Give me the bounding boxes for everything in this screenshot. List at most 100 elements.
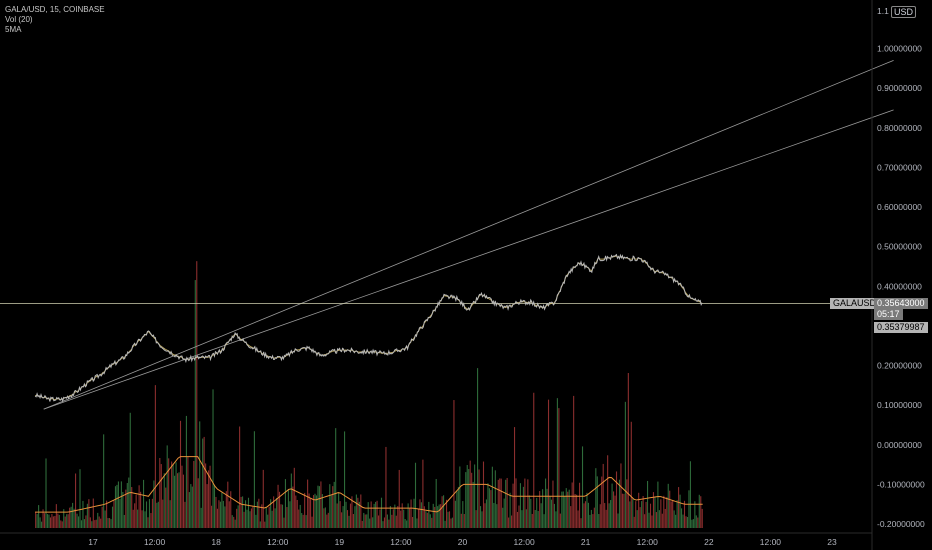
volume-bar (521, 510, 523, 528)
volume-bar (185, 415, 187, 528)
volume-bar (419, 499, 421, 528)
volume-bar (122, 491, 124, 528)
volume-bar (141, 510, 143, 528)
volume-bar (584, 501, 587, 528)
volume-bar (215, 496, 217, 528)
volume-bar (298, 509, 300, 528)
volume-bar (255, 514, 257, 528)
chart-legend: GALA/USD, 15, COINBASE Vol (20) 5MA (5, 5, 105, 35)
y-tick-label: 0.10000000 (877, 400, 922, 410)
volume-bar (688, 490, 690, 528)
x-tick-label: 23 (827, 537, 837, 547)
volume-bar (351, 496, 353, 528)
volume-bar (69, 507, 71, 528)
chart-lines (0, 60, 894, 513)
volume-bar (633, 516, 635, 528)
volume-bar (91, 521, 93, 528)
volume-bar (388, 519, 390, 528)
volume-bar (528, 495, 530, 528)
volume-bar (270, 499, 272, 528)
volume-bar (372, 517, 374, 528)
volume-bar (252, 506, 254, 528)
volume-bar (83, 519, 85, 528)
volume-bar (689, 461, 691, 528)
volume-bar (166, 445, 168, 528)
volume-bar (125, 489, 127, 528)
volume-bar (383, 517, 386, 528)
volume-bar (642, 496, 644, 528)
volume-bar (694, 501, 696, 528)
legend-volume-indicator[interactable]: Vol (20) (5, 15, 33, 24)
volume-bar (227, 481, 229, 528)
volume-bar (344, 431, 346, 528)
volume-bar (482, 461, 485, 528)
volume-bar (559, 513, 561, 528)
volume-bar (342, 506, 344, 528)
volume-bar (213, 485, 216, 528)
volume-bar (314, 493, 316, 528)
legend-symbol[interactable]: GALA/USD, 15, COINBASE (5, 5, 105, 14)
volume-bar (502, 507, 504, 528)
volume-bar (212, 389, 214, 528)
legend-ma-indicator[interactable]: 5MA (5, 25, 22, 34)
volume-bar (52, 516, 54, 528)
volume-bar (281, 504, 284, 528)
volume-bar (462, 501, 464, 528)
volume-bar (160, 464, 162, 528)
volume-bar (426, 512, 428, 528)
volume-bar (508, 517, 510, 528)
volume-bar (700, 496, 702, 528)
volume-bar (466, 464, 468, 528)
volume-bar (120, 481, 122, 528)
currency-button[interactable]: USD (891, 6, 917, 18)
volume-bar (624, 401, 626, 528)
volume-bar (66, 514, 68, 528)
volume-bar (200, 507, 202, 528)
volume-bar (261, 504, 263, 528)
volume-bar (221, 492, 223, 528)
volume-bar (103, 434, 105, 528)
volume-bar (230, 491, 232, 528)
volume-bar (39, 517, 41, 528)
volume-bar (499, 478, 501, 528)
volume-bar (218, 500, 220, 528)
volume-bar (117, 481, 119, 528)
volume-bar (249, 511, 251, 528)
volume-bar (701, 508, 703, 528)
volume-bar (35, 511, 37, 528)
volume-bar (179, 420, 182, 528)
volume-bar (233, 516, 235, 528)
volume-bar (280, 504, 282, 528)
volume-bar (547, 399, 550, 528)
volume-bar (157, 501, 159, 528)
volume-bar (553, 503, 555, 528)
volume-bar (556, 398, 558, 528)
volume-bar (406, 520, 408, 528)
volume-bar (162, 499, 164, 528)
y-tick-label: 0.20000000 (877, 361, 922, 371)
volume-bar (660, 499, 662, 528)
volume-bar (148, 499, 151, 528)
volume-bar (450, 518, 452, 528)
volume-bar (469, 460, 471, 528)
volume-bar (357, 497, 359, 528)
volume-bar (425, 511, 427, 528)
volume-bar (64, 516, 66, 528)
volume-bar (262, 469, 264, 528)
volume-bar (311, 516, 313, 528)
volume-bar (123, 514, 125, 528)
volume-bar (290, 473, 292, 528)
volume-bar (194, 280, 196, 528)
volume-bar (457, 486, 459, 528)
volume-bar (434, 506, 436, 528)
volume-bar (190, 484, 192, 528)
volume-bar (639, 507, 641, 528)
volume-bar (683, 500, 686, 528)
volume-bar (140, 491, 142, 528)
volume-bar (336, 503, 338, 528)
volume-bar (391, 514, 393, 528)
volume-bar (58, 514, 60, 528)
volume-bar (438, 504, 440, 528)
